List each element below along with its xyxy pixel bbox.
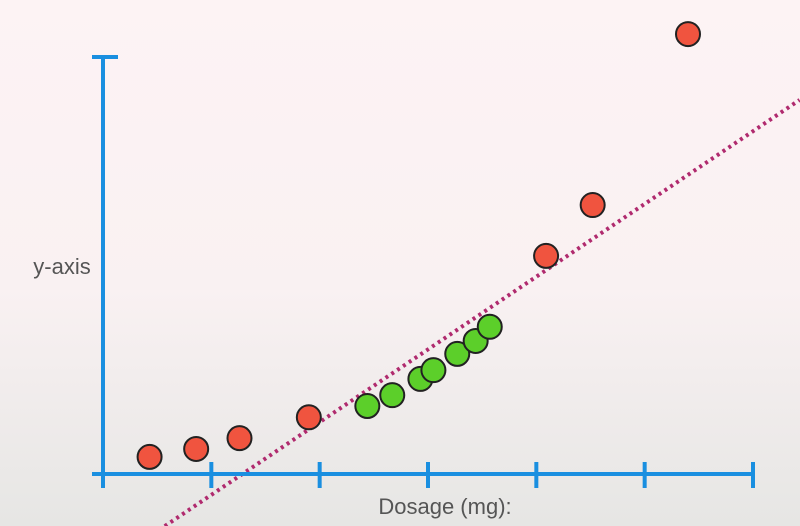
point bbox=[476, 313, 503, 340]
trend-line bbox=[163, 98, 800, 526]
point bbox=[379, 382, 406, 409]
point bbox=[579, 192, 606, 219]
point bbox=[183, 435, 210, 462]
point bbox=[675, 21, 701, 48]
point bbox=[295, 404, 322, 431]
point bbox=[226, 425, 253, 452]
point bbox=[444, 340, 471, 367]
x-axis-label: Dosage (mg): bbox=[378, 494, 511, 519]
point bbox=[420, 357, 447, 384]
y-axis-label: y-axis bbox=[33, 254, 90, 279]
point bbox=[354, 393, 381, 420]
point bbox=[533, 242, 560, 269]
point bbox=[136, 443, 163, 470]
